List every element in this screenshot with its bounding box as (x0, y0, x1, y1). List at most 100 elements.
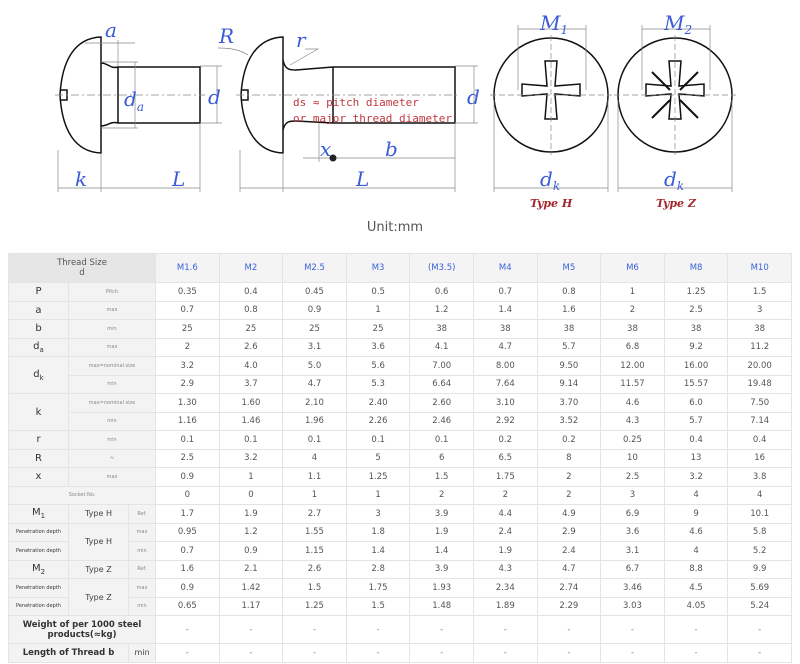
table-cell: 1.5 (282, 578, 347, 598)
table-cell: 4.0 (218, 356, 284, 376)
table-cell: 1.6 (155, 559, 220, 579)
table-cell: 2.92 (472, 411, 538, 431)
table-cell: 1.9 (218, 504, 284, 524)
table-cell: 9.50 (536, 356, 602, 376)
table-cell: 0.25 (600, 430, 665, 450)
table-cell: 4.3 (600, 411, 665, 431)
table-cell: 5.7 (663, 411, 729, 431)
table-cell: 2.4 (536, 541, 602, 561)
table-cell: 0.1 (282, 430, 347, 450)
table-cell: 13 (663, 448, 729, 468)
table-cell: 1.4 (345, 541, 411, 561)
table-cell: 6.7 (600, 559, 665, 579)
table-cell: 2 (536, 467, 602, 487)
label-d-2: d (467, 85, 480, 109)
row-condition: min (67, 411, 157, 431)
table-cell: 4.1 (409, 337, 474, 357)
table-cell: 2.29 (536, 596, 602, 616)
label-R: R (218, 24, 234, 48)
table-row: Weight of per 1000 steel products(≈kg) - -… (7, 615, 792, 644)
table-row: k max=nominal size 1.30 1.60 2.10 2.40 2.60 3.1… (8, 393, 792, 431)
size-header-M4: M4 (472, 253, 538, 283)
table-cell: 0.8 (218, 300, 284, 320)
table-cell: 0.4 (727, 430, 792, 450)
table-cell: 6.64 (409, 374, 474, 394)
symbol-main: R (35, 452, 42, 464)
row-condition: min (67, 319, 157, 339)
table-row: P Pitch 0.35 0.4 0.45 0.5 0.6 0.7 0.8 1 1.25 1.5 (8, 282, 792, 302)
table-cell: 1.16 (155, 411, 220, 431)
table-cell: 2.6 (218, 337, 284, 357)
row-condition: min (67, 374, 157, 394)
symbol-main: M (31, 562, 41, 574)
table-cell: 6.0 (663, 393, 729, 413)
table-header-row: Thread Size d M1.6 M2 M2.5 M3 (M3.5) M4 M5 M6 M8… (7, 253, 792, 283)
symbol-subscript: a (39, 345, 44, 354)
table-cell: 0.2 (536, 430, 602, 450)
table-row: dk max=nominal size 3.2 4.0 5.0 5.6 7.00 8.00 9.… (8, 356, 792, 394)
table-cell: 0.7 (155, 541, 220, 561)
table-cell: 1.25 (663, 282, 729, 302)
table-cell: 5.0 (282, 356, 347, 376)
label-M1: M1 (539, 11, 568, 37)
table-cell: - (727, 615, 792, 644)
label-dk-1: dk (540, 167, 560, 193)
table-row: Length of Thread b min - - - - - - - - - - (8, 643, 792, 663)
table-cell: 0.8 (536, 282, 602, 302)
socket-no-label: Socket No. (7, 485, 157, 505)
size-header-M10: M10 (727, 253, 792, 283)
table-cell: - (409, 643, 474, 663)
table-cell: 5.8 (727, 522, 792, 542)
table-cell: 3.7 (218, 374, 284, 394)
label-L-1: L (171, 167, 185, 191)
table-cell: 3.03 (600, 596, 665, 616)
table-cell: 2.7 (282, 504, 347, 524)
table-cell: 1.5 (345, 596, 411, 616)
table-cell: 5.69 (727, 578, 792, 598)
table-cell: 1.9 (472, 541, 538, 561)
table-row: x max 0.9 1 1.1 1.25 1.5 1.75 2 2.5 3.2 3.8 (8, 467, 792, 487)
recess-type: Type Z (68, 578, 129, 616)
table-cell: 25 (218, 319, 284, 339)
table-cell: 3.10 (472, 393, 538, 413)
thread-size-label: Thread Size (57, 258, 107, 268)
table-cell: 0 (155, 485, 220, 505)
table-cell: 8 (536, 448, 602, 468)
table-cell: 3.1 (600, 541, 665, 561)
table-cell: 11.2 (727, 337, 792, 357)
type-z-caption: Type Z (656, 197, 697, 210)
type-h-caption: Type H (530, 197, 573, 210)
table-cell: 10 (600, 448, 665, 468)
table-cell: 11.57 (600, 374, 665, 394)
penetration-depth-label: Penetration depth (8, 541, 69, 561)
table-cell: 2.60 (409, 393, 474, 413)
recess-type: Type H (68, 504, 129, 524)
row-condition: min (127, 596, 157, 616)
table-cell: 16.00 (663, 356, 729, 376)
table-cell: - (155, 615, 220, 644)
row-condition: max=nominal size (67, 393, 157, 413)
table-cell: 4.9 (536, 504, 602, 524)
table-cell: 38 (727, 319, 792, 339)
table-row: r min 0.1 0.1 0.1 0.1 0.1 0.2 0.2 0.25 0.4 0.4 (8, 430, 792, 450)
table-cell: - (536, 615, 602, 644)
table-cell: 1.4 (472, 300, 538, 320)
weight-label: Weight of per 1000 steel products(≈kg) (7, 615, 157, 644)
table-cell: 2.9 (155, 374, 220, 394)
symbol-main: P (35, 286, 42, 298)
size-header-M2: M2 (218, 253, 284, 283)
table-cell: 1.46 (218, 411, 284, 431)
table-cell: - (663, 643, 729, 663)
table-cell: 2 (409, 485, 474, 505)
table-cell: 1.96 (282, 411, 347, 431)
table-row: M1 Type H Ref. 1.7 1.9 2.7 3 3.9 4.4 4.9 6.9 9 10.1 (8, 504, 792, 524)
table-cell: 3.8 (727, 467, 792, 487)
table-cell: 0.1 (218, 430, 284, 450)
table-cell: 2.26 (345, 411, 411, 431)
table-cell: 0.7 (472, 282, 538, 302)
table-cell: 7.00 (409, 356, 474, 376)
table-row: a max 0.7 0.8 0.9 1 1.2 1.4 1.6 2 2.5 3 (8, 300, 792, 320)
table-cell: 2.74 (536, 578, 602, 598)
recess-type: Type H (68, 522, 129, 561)
